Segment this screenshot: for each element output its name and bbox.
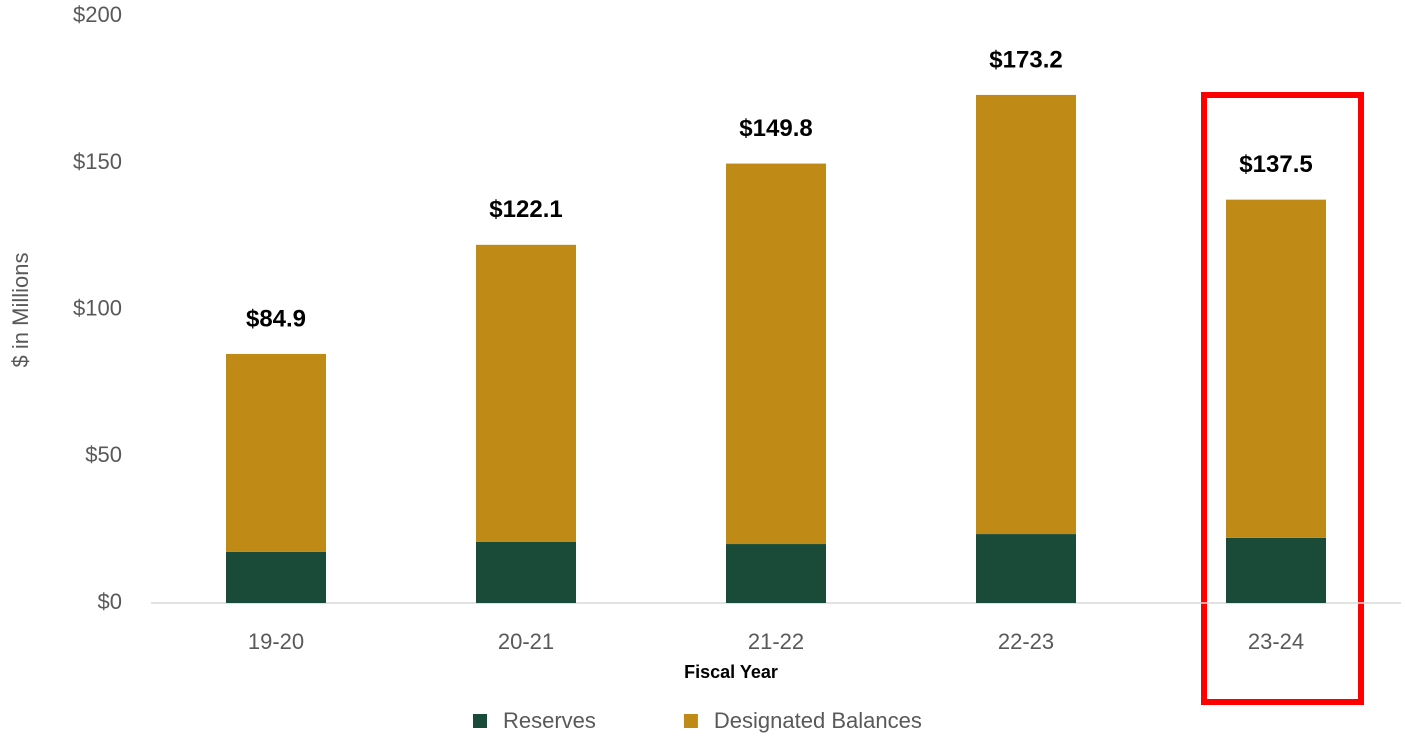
bar-segment — [1226, 199, 1326, 538]
bar-segment — [726, 544, 826, 603]
x-tick-label: 20-21 — [498, 629, 554, 654]
y-tick-label: $0 — [98, 589, 122, 614]
total-label: $149.8 — [739, 115, 812, 142]
bar-segment — [726, 163, 826, 545]
y-axis-title: $ in Millions — [8, 253, 33, 368]
y-tick-label: $100 — [73, 295, 122, 320]
total-label: $137.5 — [1239, 151, 1312, 178]
total-label: $173.2 — [989, 46, 1062, 73]
x-axis-title: Fiscal Year — [684, 662, 778, 682]
legend-label: Designated Balances — [714, 708, 922, 733]
legend-label: Reserves — [503, 708, 596, 733]
bar-segment — [476, 244, 576, 542]
bar-segment — [976, 534, 1076, 603]
total-label: $122.1 — [489, 196, 562, 223]
bar-segment — [476, 541, 576, 603]
legend-swatch — [683, 714, 698, 728]
y-tick-label: $150 — [73, 149, 122, 174]
x-tick-label: 23-24 — [1248, 629, 1304, 654]
bar-segment — [226, 551, 326, 603]
y-tick-label: $50 — [85, 442, 122, 467]
x-tick-label: 21-22 — [748, 629, 804, 654]
x-tick-label: 19-20 — [248, 629, 304, 654]
bar-segment — [1226, 537, 1326, 603]
legend-swatch — [473, 714, 487, 728]
total-label: $84.9 — [246, 305, 306, 332]
x-tick-label: 22-23 — [998, 629, 1054, 654]
bar-segment — [976, 94, 1076, 535]
y-tick-label: $200 — [73, 2, 122, 27]
highlight-box — [1201, 92, 1364, 705]
bar-segment — [226, 353, 326, 552]
